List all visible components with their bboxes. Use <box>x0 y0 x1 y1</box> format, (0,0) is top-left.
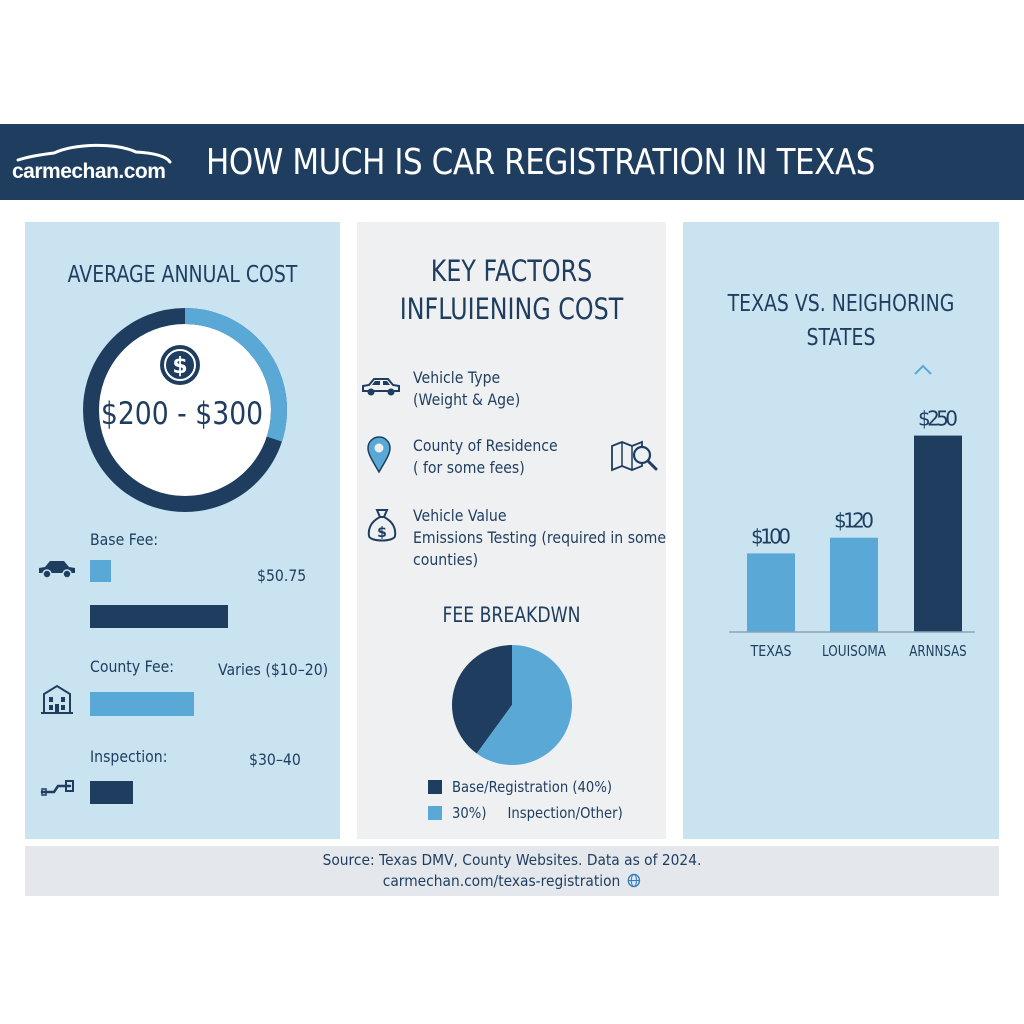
bar-value-label-arnnsas: $250 <box>918 407 958 431</box>
comparison-title: TEXAS VS. NEIGHORING STATES <box>711 287 970 355</box>
average-cost-title: AVERAGE ANNUAL COST <box>67 262 298 288</box>
factor-vehicle-value-line3: counties) <box>413 550 479 569</box>
key-factors-title: KEY FACTORS INFLUIENING COST <box>385 252 638 328</box>
base-fee-small-bar <box>90 560 111 582</box>
svg-text:$: $ <box>172 354 187 379</box>
bar-value-label-louisoma: $120 <box>834 509 874 533</box>
factor-county-line2: ( for some fees) <box>413 458 525 477</box>
legend-label-other: 30%) Inspection/Other) <box>452 804 623 822</box>
cost-ring: $ <box>83 308 287 512</box>
factor-county-line1: County of Residence <box>413 436 558 455</box>
courthouse-icon <box>41 684 73 714</box>
bar-arnnsas <box>914 435 962 632</box>
factor-vehicle-type-line2: (Weight & Age) <box>413 390 521 409</box>
money-bag-icon: $ <box>367 509 397 542</box>
bar-category-label-louisoma: LOUISOMA <box>822 642 887 660</box>
key-factors-title-line1: KEY FACTORS <box>430 254 593 288</box>
logo-text[interactable]: carmechan.com <box>12 160 166 183</box>
footer <box>25 846 999 896</box>
car-silhouette-icon <box>16 143 172 164</box>
pie-slice-base-registration <box>452 645 512 754</box>
exhaust-pipe-icon <box>40 780 74 796</box>
footer-source: Source: Texas DMV, County Websites. Data… <box>322 851 702 869</box>
inspection-bar <box>90 781 133 804</box>
factor-vehicle-value: Vehicle Value Emissions Testing (require… <box>413 505 666 571</box>
footer-url-text[interactable]: carmechan.com/texas-registration <box>382 872 621 890</box>
base-fee-label: Base Fee: <box>90 530 159 549</box>
key-factors-title-line2: INFLUIENING COST <box>399 292 624 326</box>
legend-swatch-other <box>428 806 442 820</box>
factor-vehicle-type: Vehicle Type (Weight & Age) <box>413 367 520 411</box>
county-fee-value: Varies ($10–20) <box>218 660 329 679</box>
bar-value-label-texas: $100 <box>751 524 791 548</box>
globe-icon <box>628 873 641 888</box>
footer-url[interactable]: carmechan.com/texas-registration <box>64 872 960 890</box>
bar-category-label-texas: TEXAS <box>750 642 792 660</box>
county-fee-label: County Fee: <box>90 657 175 676</box>
car-icon <box>39 561 75 579</box>
legend-label-base: Base/Registration (40%) <box>452 778 613 796</box>
factor-county: County of Residence ( for some fees) <box>413 435 558 479</box>
bar-texas <box>747 553 795 632</box>
inspection-label: Inspection: <box>90 747 168 766</box>
car-icon <box>362 378 400 396</box>
factor-vehicle-value-line1: Vehicle Value <box>413 506 507 525</box>
base-fee-value: $50.75 <box>257 566 307 585</box>
average-cost-range: $200 - $300 <box>100 396 264 432</box>
ring-light-segment <box>83 308 287 512</box>
svg-text:$: $ <box>377 525 387 541</box>
base-fee-bar <box>90 605 228 628</box>
factor-vehicle-value-line2: Emissions Testing (required in some <box>413 528 667 547</box>
comparison-title-line1: TEXAS VS. NEIGHORING <box>727 291 955 317</box>
bar-louisoma <box>830 537 878 632</box>
map-search-icon <box>611 440 658 472</box>
comparison-bar-chart: $100 TEXAS $120 LOUISOMA $250 ARNNSAS <box>729 364 975 660</box>
pie-slice-inspection-other <box>476 645 572 765</box>
dollar-coin-icon: $ <box>160 345 200 385</box>
fee-breakdown-title: FEE BREAKDWN <box>442 603 581 627</box>
county-fee-bar <box>90 692 194 716</box>
inspection-value: $30–40 <box>249 750 301 769</box>
fee-breakdown-pie <box>452 645 572 765</box>
factor-vehicle-type-line1: Vehicle Type <box>413 368 501 387</box>
chevron-up-icon <box>914 364 932 375</box>
bar-category-label-arnnsas: ARNNSAS <box>909 642 966 660</box>
location-pin-icon <box>367 436 391 474</box>
legend-swatch-base <box>428 780 442 794</box>
page-title: HOW MUCH IS CAR REGISTRATION IN TEXAS <box>206 142 875 183</box>
comparison-title-line2: STATES <box>806 325 876 351</box>
